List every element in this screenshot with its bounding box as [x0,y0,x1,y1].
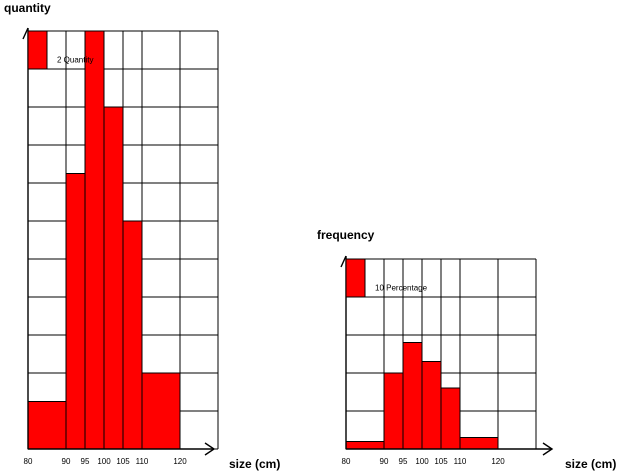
y-axis-arrowhead [340,255,347,268]
x-tick-label: 95 [399,457,408,466]
quantity-bars [27,30,181,450]
x-tick-label: 100 [415,457,429,466]
frequency-legend: 10 Percentage [345,258,428,298]
x-tick-label: 100 [97,457,111,466]
x-tick-label: 110 [454,457,467,466]
quantity-x-ticks: 80 90 95 100 105 110 120 [24,457,188,466]
x-axis-arrowhead [204,442,216,456]
quantity-x-axis-title: size (cm) [229,457,280,471]
frequency-x-ticks: 80 90 95 100 105 110 120 [342,457,506,466]
histogram-bar [421,361,442,450]
frequency-histogram: frequency size (cm) 80 90 95 100 105 110 120 1… [317,228,616,471]
frequency-x-axis-title: size (cm) [565,457,616,471]
x-tick-label: 80 [24,457,33,466]
x-tick-label: 105 [116,457,130,466]
x-axis-arrowhead [542,442,554,456]
x-tick-label: 105 [434,457,448,466]
histogram-bar [402,342,423,450]
histogram-bar [65,173,86,450]
x-tick-label: 120 [173,457,187,466]
histogram-bar [459,437,499,450]
frequency-legend-swatch [345,258,366,298]
histogram-bar [27,401,67,450]
quantity-histogram: quantity size (cm) 80 90 95 100 105 110 120 2 … [4,1,280,471]
x-tick-label: 110 [136,457,149,466]
y-axis-arrowhead [22,27,29,40]
frequency-legend-label: 10 Percentage [375,284,428,293]
histogram-bar [440,387,461,450]
histogram-bar [141,372,181,450]
histogram-bar [345,440,385,450]
x-tick-label: 80 [342,457,351,466]
histogram-bar [103,106,124,450]
x-tick-label: 120 [491,457,505,466]
frequency-axis-title: frequency [317,228,375,242]
x-tick-label: 95 [81,457,90,466]
x-tick-label: 90 [62,457,71,466]
quantity-legend-swatch [27,30,48,70]
quantity-legend: 2 Quantity [27,30,93,70]
quantity-axis-title: quantity [4,1,51,15]
x-tick-label: 90 [380,457,389,466]
histogram-bar [383,372,404,450]
histogram-bar [122,220,143,450]
quantity-axes [22,27,216,456]
frequency-bars [345,342,499,450]
quantity-legend-label: 2 Quantity [57,56,93,65]
histogram-bar [84,30,105,450]
